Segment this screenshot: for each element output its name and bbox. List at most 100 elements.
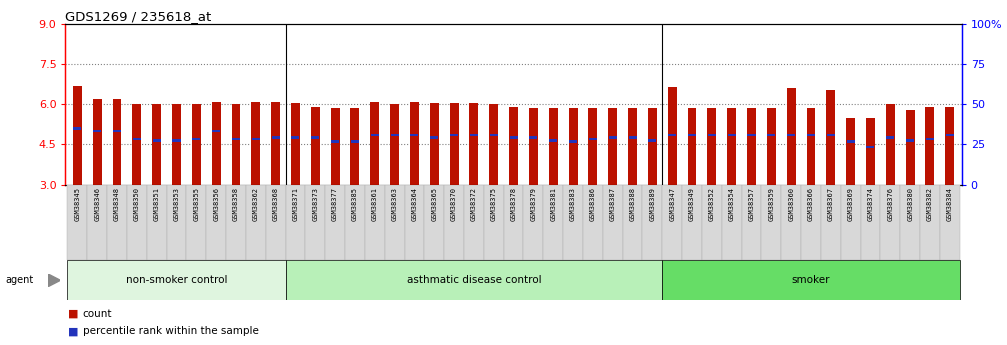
Bar [113, 130, 121, 132]
Bar [510, 107, 518, 185]
Text: GSM38359: GSM38359 [768, 187, 774, 221]
Text: GSM38346: GSM38346 [95, 187, 100, 221]
Bar [305, 185, 325, 260]
Bar [133, 138, 141, 140]
Bar [649, 139, 657, 142]
Bar [252, 102, 260, 185]
Bar [166, 185, 186, 260]
Bar [807, 134, 815, 136]
Bar [272, 136, 280, 139]
Text: GSM38381: GSM38381 [550, 187, 556, 221]
Bar [483, 185, 504, 260]
Text: GSM38383: GSM38383 [570, 187, 576, 221]
Bar [330, 108, 339, 185]
Bar [628, 136, 636, 139]
Bar [286, 185, 305, 260]
Bar [905, 110, 914, 185]
Bar [192, 104, 200, 185]
Text: GSM38360: GSM38360 [788, 187, 795, 221]
Bar [747, 108, 756, 185]
Bar [589, 138, 597, 140]
Bar [866, 146, 874, 148]
Text: GSM38347: GSM38347 [670, 187, 676, 221]
Bar [206, 185, 226, 260]
Bar [821, 185, 841, 260]
Bar [925, 107, 934, 185]
Text: non-smoker control: non-smoker control [126, 275, 228, 285]
Text: GSM38388: GSM38388 [629, 187, 635, 221]
Bar [152, 104, 161, 185]
Bar [900, 185, 920, 260]
Bar [668, 87, 677, 185]
Text: GSM38365: GSM38365 [431, 187, 437, 221]
Bar [291, 103, 300, 185]
Bar [449, 103, 458, 185]
Bar [549, 108, 558, 185]
Bar [663, 260, 960, 300]
Text: GSM38370: GSM38370 [451, 187, 457, 221]
Bar [741, 185, 761, 260]
Bar [371, 134, 379, 136]
Bar [391, 134, 399, 136]
Bar [444, 185, 464, 260]
Bar [504, 185, 524, 260]
Bar [544, 185, 563, 260]
Bar [688, 108, 697, 185]
Bar [767, 108, 775, 185]
Text: GSM38369: GSM38369 [848, 187, 854, 221]
Bar [608, 108, 617, 185]
Bar [266, 185, 286, 260]
Text: GSM38375: GSM38375 [490, 187, 496, 221]
Bar [450, 134, 458, 136]
Bar [787, 134, 796, 136]
Bar [569, 140, 577, 143]
Text: smoker: smoker [792, 275, 830, 285]
Bar [846, 118, 855, 185]
Bar [489, 134, 497, 136]
Text: GSM38354: GSM38354 [729, 187, 735, 221]
Bar [728, 134, 736, 136]
Bar [669, 134, 677, 136]
Text: GSM38367: GSM38367 [828, 187, 834, 221]
Bar [926, 138, 933, 140]
Text: GSM38357: GSM38357 [748, 187, 754, 221]
Bar [802, 185, 821, 260]
Bar [113, 99, 122, 185]
Bar [946, 107, 955, 185]
Bar [648, 108, 657, 185]
Bar [74, 127, 82, 130]
Text: GSM38382: GSM38382 [927, 187, 932, 221]
Text: GDS1269 / 235618_at: GDS1269 / 235618_at [65, 10, 211, 23]
Bar [707, 108, 716, 185]
Bar [464, 185, 483, 260]
Text: GSM38384: GSM38384 [947, 187, 953, 221]
Text: GSM38372: GSM38372 [471, 187, 477, 221]
Bar [530, 136, 538, 139]
Bar [583, 185, 603, 260]
Bar [286, 260, 663, 300]
Bar [411, 134, 419, 136]
Bar [847, 140, 855, 143]
Text: GSM38362: GSM38362 [253, 187, 259, 221]
Bar [946, 134, 954, 136]
Bar [747, 134, 755, 136]
Text: agent: agent [5, 275, 33, 285]
Text: GSM38387: GSM38387 [609, 187, 615, 221]
Bar [424, 185, 444, 260]
Polygon shape [48, 274, 60, 286]
Bar [350, 108, 359, 185]
Text: GSM38386: GSM38386 [590, 187, 596, 221]
Text: GSM38356: GSM38356 [213, 187, 220, 221]
Bar [861, 185, 880, 260]
Bar [886, 136, 894, 139]
Bar [350, 140, 358, 143]
Bar [132, 104, 141, 185]
Bar [211, 102, 221, 185]
Bar [430, 136, 438, 139]
Text: count: count [83, 309, 112, 319]
Bar [172, 104, 181, 185]
Text: GSM38376: GSM38376 [887, 187, 893, 221]
Bar [827, 90, 835, 185]
Bar [529, 108, 538, 185]
Bar [88, 185, 107, 260]
